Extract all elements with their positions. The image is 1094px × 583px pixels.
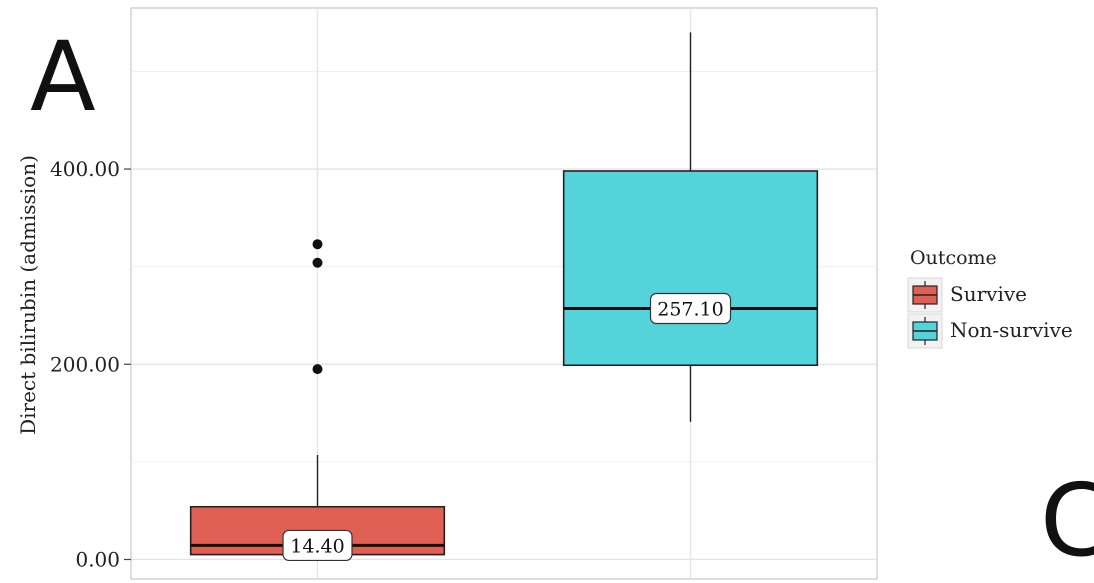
legend-label: Non-survive (950, 318, 1073, 342)
median-label: 14.40 (290, 535, 344, 557)
outlier-point (312, 257, 323, 268)
box-non-survive: 257.10 (562, 32, 819, 422)
partial-panel-letter: C (1040, 462, 1094, 579)
outlier-point (312, 364, 323, 375)
boxes: 14.40 257.10 (189, 32, 819, 562)
legend-title: Outcome (910, 247, 997, 269)
legend-label: Survive (950, 282, 1027, 306)
box-iqr (562, 170, 819, 367)
outlier-point (312, 239, 323, 250)
plot-area: 14.40 257.10 0.00 200.00 400.00 Direct bili… (16, 7, 878, 580)
panel-letter: A (30, 21, 96, 133)
legend-item: Non-survive (907, 313, 1073, 349)
y-tick-label: 400.00 (50, 157, 120, 181)
legend-item: Survive (907, 277, 1027, 313)
y-axis-label: Direct bilirubin (admission) (16, 155, 40, 435)
median-label-box (282, 529, 353, 562)
box-survive: 14.40 (189, 239, 446, 562)
y-tick-label: 200.00 (50, 352, 120, 376)
y-tick-label: 0.00 (75, 547, 120, 571)
median-label-box (649, 292, 732, 325)
legend: Outcome Survive Non-survive (907, 247, 1073, 349)
median-label: 257.10 (657, 299, 723, 321)
y-axis: 0.00 200.00 400.00 (50, 157, 131, 571)
